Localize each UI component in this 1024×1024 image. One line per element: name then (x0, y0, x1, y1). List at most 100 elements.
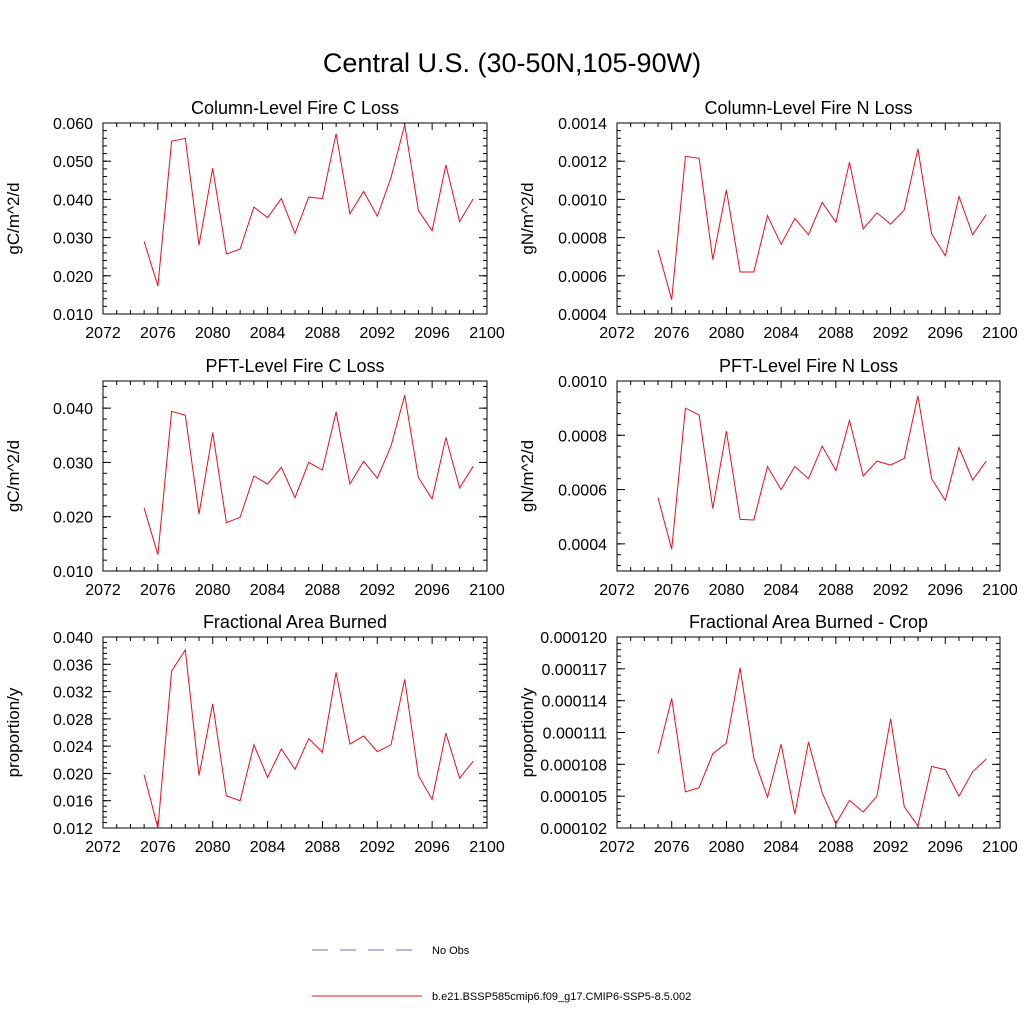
panel-2: Column-Level Fire N Loss gN/m^2/d 2072 2076… (518, 98, 1018, 342)
legend-model-label: b.e21.BSSP585cmip6.f09_g17.CMIP6-SSP5-8.… (432, 991, 691, 1003)
x-tick-label: 2088 (818, 325, 854, 342)
panel-5: Fractional Area Burned proportion/y 2072 20… (4, 612, 505, 856)
y-tick-label: 0.032 (53, 685, 93, 702)
series-line (143, 394, 474, 555)
x-tick-label: 2076 (140, 839, 176, 856)
x-tick-label: 2096 (414, 582, 450, 599)
x-tick-label: 2092 (359, 325, 395, 342)
x-tick-label: 2096 (414, 839, 450, 856)
x-tick-label: 2076 (654, 325, 690, 342)
x-tick-label: 2080 (709, 325, 745, 342)
panel-6: Fractional Area Burned - Crop proportion/… (518, 612, 1018, 856)
y-axis-label: gC/m^2/d (4, 440, 23, 512)
x-tick-label: 2084 (250, 839, 286, 856)
x-tick-label: 2080 (709, 839, 745, 856)
panel-4: PFT-Level Fire N Loss gN/m^2/d 2072 2076 208… (518, 356, 1018, 599)
panel-title: Fractional Area Burned - Crop (689, 612, 928, 632)
legend-obs-label: No Obs (432, 945, 470, 957)
x-tick-label: 2100 (982, 325, 1018, 342)
x-tick-label: 2100 (469, 582, 505, 599)
y-tick-label: 0.020 (53, 766, 93, 783)
y-tick-label: 0.000111 (543, 726, 607, 743)
panel-title: Column-Level Fire N Loss (704, 98, 912, 118)
y-tick-label: 0.0010 (558, 374, 607, 391)
x-tick-label: 2088 (818, 582, 854, 599)
y-axis-label: gC/m^2/d (4, 182, 23, 254)
y-tick-label: 0.000105 (540, 789, 607, 806)
y-tick-label: 0.010 (53, 564, 93, 581)
x-tick-label: 2088 (305, 582, 341, 599)
x-tick-label: 2088 (305, 325, 341, 342)
y-tick-label: 0.060 (53, 116, 93, 133)
series-line (143, 124, 474, 287)
plot-frame (616, 380, 1001, 572)
y-tick-label: 0.020 (53, 510, 93, 527)
y-tick-label: 0.036 (53, 657, 93, 674)
x-tick-label: 2084 (250, 325, 286, 342)
panel-3: PFT-Level Fire C Loss gC/m^2/d 2072 2076 208… (4, 356, 505, 599)
panel-1: Column-Level Fire C Loss gC/m^2/d 2072 2076… (4, 98, 505, 342)
y-tick-label: 0.040 (53, 192, 93, 209)
legend: No Obs b.e21.BSSP585cmip6.f09_g17.CMIP6-… (312, 945, 691, 1003)
y-tick-label: 0.000108 (540, 757, 607, 774)
plot-frame (102, 380, 488, 572)
y-tick-label: 0.028 (53, 712, 93, 729)
x-tick-label: 2096 (927, 582, 963, 599)
panel-title: PFT-Level Fire C Loss (205, 356, 384, 376)
x-tick-label: 2072 (599, 582, 635, 599)
x-tick-label: 2092 (873, 582, 909, 599)
x-tick-label: 2076 (140, 582, 176, 599)
y-tick-label: 0.0004 (558, 537, 607, 554)
figure-title: Central U.S. (30-50N,105-90W) (322, 48, 702, 78)
x-tick-label: 2080 (195, 582, 231, 599)
x-tick-label: 2080 (709, 582, 745, 599)
x-tick-label: 2072 (85, 325, 121, 342)
x-tick-label: 2072 (85, 839, 121, 856)
y-tick-label: 0.030 (53, 231, 93, 248)
x-tick-label: 2088 (305, 839, 341, 856)
x-tick-label: 2092 (359, 582, 395, 599)
y-axis-label: proportion/y (518, 687, 537, 777)
y-tick-label: 0.040 (53, 630, 93, 647)
series-line (143, 648, 474, 829)
x-tick-label: 2076 (654, 839, 690, 856)
x-tick-label: 2096 (927, 839, 963, 856)
x-tick-label: 2092 (359, 839, 395, 856)
x-tick-label: 2080 (195, 839, 231, 856)
y-tick-label: 0.030 (53, 455, 93, 472)
plot-frame (102, 122, 488, 315)
y-tick-label: 0.000117 (541, 662, 607, 679)
x-tick-label: 2080 (195, 325, 231, 342)
series-line (657, 667, 987, 828)
y-tick-label: 0.0004 (558, 307, 607, 324)
x-tick-label: 2096 (414, 325, 450, 342)
y-tick-label: 0.0014 (558, 116, 607, 133)
x-tick-label: 2096 (927, 325, 963, 342)
x-tick-label: 2072 (599, 325, 635, 342)
y-tick-label: 0.050 (53, 154, 93, 171)
x-tick-label: 2076 (140, 325, 176, 342)
x-tick-label: 2100 (982, 582, 1018, 599)
y-axis-label: proportion/y (4, 687, 23, 777)
plot-frame (616, 636, 1001, 829)
x-tick-label: 2092 (873, 325, 909, 342)
plot-frame (616, 122, 1001, 315)
x-tick-label: 2100 (469, 839, 505, 856)
panel-title: PFT-Level Fire N Loss (719, 356, 898, 376)
x-tick-label: 2100 (469, 325, 505, 342)
x-tick-label: 2100 (982, 839, 1018, 856)
panel-title: Fractional Area Burned (203, 612, 387, 632)
y-tick-label: 0.0008 (558, 428, 607, 445)
y-tick-label: 0.012 (53, 821, 93, 838)
x-tick-label: 2072 (85, 582, 121, 599)
y-tick-label: 0.010 (53, 307, 93, 324)
y-tick-label: 0.000120 (540, 630, 607, 647)
x-tick-label: 2072 (599, 839, 635, 856)
y-tick-label: 0.0010 (558, 192, 607, 209)
x-tick-label: 2088 (818, 839, 854, 856)
y-axis-label: gN/m^2/d (518, 440, 537, 512)
y-tick-label: 0.040 (53, 401, 93, 418)
x-tick-label: 2084 (250, 582, 286, 599)
y-axis-label: gN/m^2/d (518, 182, 537, 254)
chart-panels: Column-Level Fire C Loss gC/m^2/d 2072 2076… (4, 98, 1018, 856)
